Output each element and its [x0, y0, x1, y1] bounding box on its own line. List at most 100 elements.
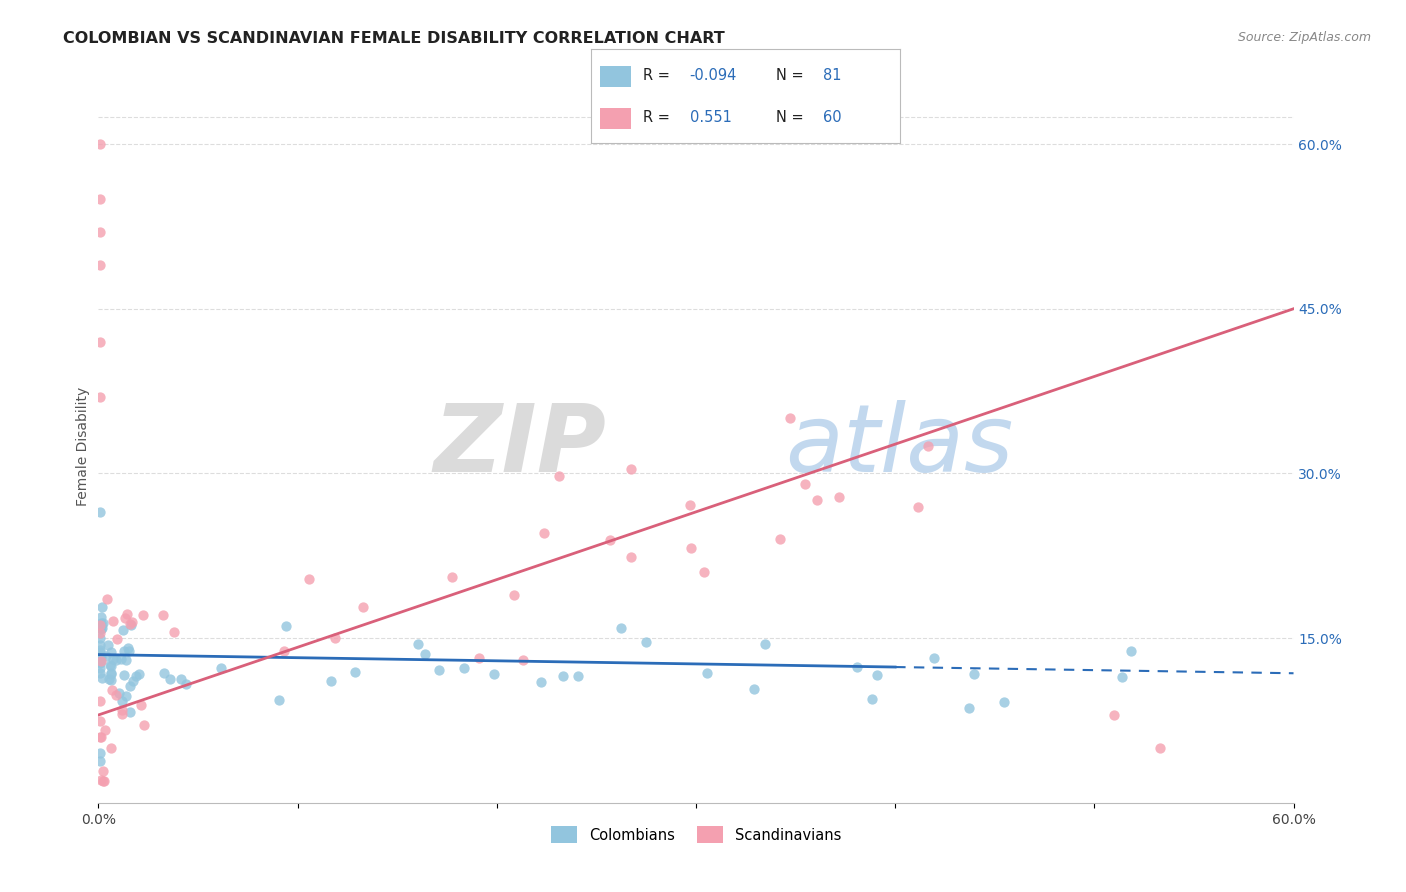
Point: [90, 619, 112, 633]
Point: [866, 668, 889, 682]
Text: 81: 81: [823, 68, 841, 83]
Text: -0.094: -0.094: [689, 68, 737, 83]
Point: [89, 622, 111, 636]
Point: [794, 477, 817, 491]
Point: [97, 672, 120, 686]
Point: [209, 661, 232, 675]
Point: [413, 647, 436, 661]
Point: [530, 674, 553, 689]
Point: [108, 686, 131, 700]
Point: [742, 681, 765, 696]
Point: [111, 706, 134, 721]
Point: [828, 490, 851, 504]
Point: [1119, 644, 1142, 658]
Point: [98, 658, 121, 673]
Point: [754, 637, 776, 651]
Point: [89, 654, 111, 668]
Point: [90, 616, 112, 631]
Point: [1149, 740, 1171, 755]
Point: [89, 730, 111, 744]
Point: [114, 610, 136, 624]
Point: [118, 617, 141, 632]
Point: [692, 565, 714, 579]
Point: [96, 638, 118, 652]
Point: [274, 619, 297, 633]
Point: [118, 644, 141, 658]
Text: 0.551: 0.551: [689, 110, 731, 125]
Point: [679, 541, 702, 555]
Point: [121, 615, 143, 629]
Point: [696, 666, 718, 681]
Point: [806, 493, 828, 508]
Bar: [600, 66, 631, 87]
Point: [120, 705, 142, 719]
Point: [105, 688, 128, 702]
Point: [96, 591, 118, 606]
Point: [634, 634, 657, 648]
Point: [111, 703, 134, 717]
Point: [90, 654, 112, 668]
Point: [100, 741, 122, 756]
Point: [1102, 708, 1125, 723]
Point: [620, 462, 643, 476]
Point: [860, 692, 883, 706]
Point: [468, 650, 491, 665]
Point: [90, 731, 112, 745]
Point: [503, 588, 526, 602]
Point: [319, 674, 342, 689]
Point: [917, 439, 939, 453]
Point: [132, 718, 155, 732]
Point: [115, 690, 138, 704]
Point: [114, 653, 136, 667]
Point: [512, 653, 534, 667]
Point: [94, 723, 117, 737]
Point: [110, 652, 132, 666]
Point: [344, 665, 367, 679]
Point: [170, 672, 193, 686]
Point: [89, 638, 111, 652]
Point: [163, 625, 186, 640]
Point: [89, 137, 111, 152]
Point: [111, 694, 134, 708]
Point: [922, 651, 945, 665]
Point: [89, 334, 111, 349]
Point: [610, 621, 633, 635]
Point: [174, 677, 197, 691]
Point: [89, 390, 111, 404]
Point: [89, 258, 111, 272]
Text: 60: 60: [823, 110, 841, 125]
Point: [89, 656, 111, 670]
Point: [112, 644, 135, 658]
Point: [90, 772, 112, 787]
Point: [547, 469, 569, 483]
Text: Source: ZipAtlas.com: Source: ZipAtlas.com: [1237, 31, 1371, 45]
Point: [89, 505, 111, 519]
Point: [90, 671, 112, 685]
Point: [120, 617, 142, 632]
Point: [104, 653, 127, 667]
Point: [128, 667, 150, 681]
Point: [101, 614, 124, 628]
Point: [112, 668, 135, 682]
Point: [89, 626, 111, 640]
Point: [101, 683, 124, 698]
Point: [963, 667, 986, 681]
Point: [427, 664, 450, 678]
Y-axis label: Female Disability: Female Disability: [76, 386, 90, 506]
Point: [845, 659, 868, 673]
Point: [89, 225, 111, 239]
Point: [89, 642, 111, 657]
Point: [273, 643, 295, 657]
Point: [153, 665, 176, 680]
Legend: Colombians, Scandinavians: Colombians, Scandinavians: [546, 821, 846, 849]
Text: COLOMBIAN VS SCANDINAVIAN FEMALE DISABILITY CORRELATION CHART: COLOMBIAN VS SCANDINAVIAN FEMALE DISABIL…: [63, 31, 725, 46]
Point: [89, 661, 111, 675]
Point: [352, 600, 374, 615]
Point: [89, 621, 111, 635]
Point: [100, 658, 122, 673]
Point: [93, 773, 115, 788]
Point: [100, 645, 122, 659]
Point: [89, 192, 111, 206]
Point: [91, 616, 114, 631]
Bar: [600, 108, 631, 128]
